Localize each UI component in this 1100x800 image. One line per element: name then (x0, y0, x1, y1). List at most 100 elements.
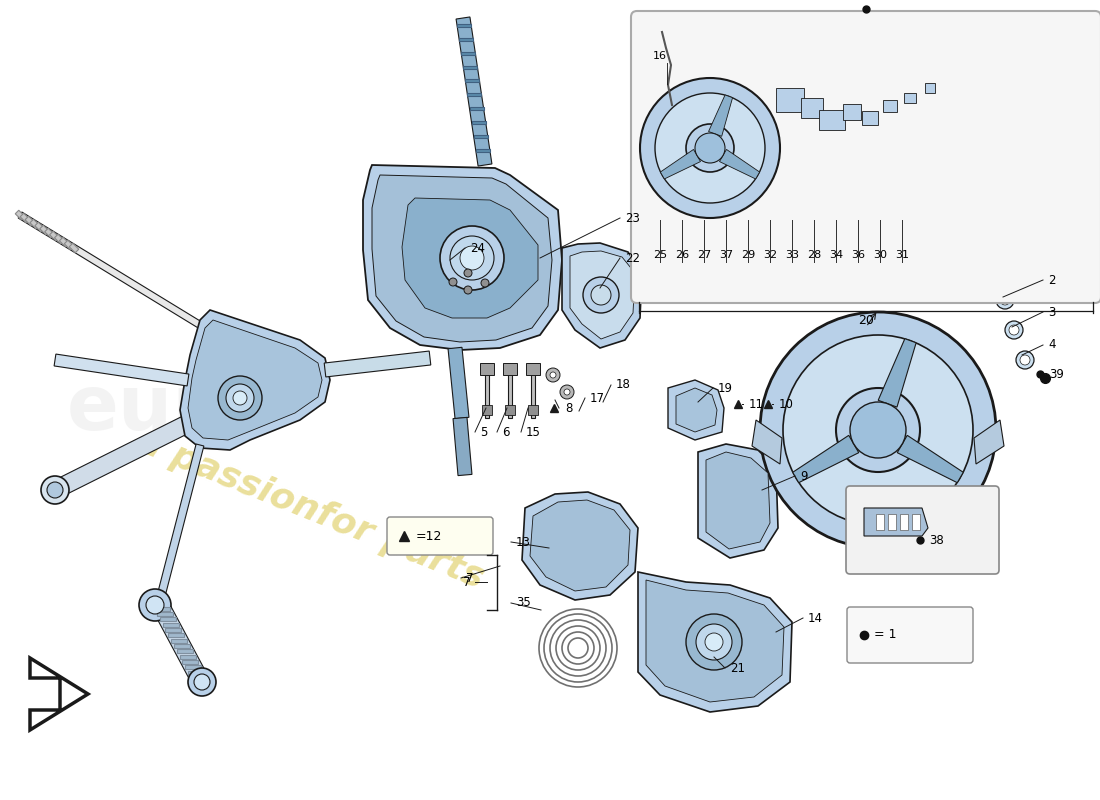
Text: = 1: = 1 (874, 629, 896, 642)
Circle shape (464, 269, 472, 277)
Text: 13: 13 (516, 535, 531, 549)
Polygon shape (456, 17, 492, 166)
Text: 17: 17 (590, 391, 605, 405)
Circle shape (481, 279, 490, 287)
Circle shape (139, 589, 170, 621)
Polygon shape (177, 650, 192, 654)
Text: =12: =12 (416, 530, 442, 542)
Polygon shape (531, 368, 535, 418)
Polygon shape (904, 93, 916, 103)
Circle shape (1005, 321, 1023, 339)
Circle shape (1016, 351, 1034, 369)
Polygon shape (324, 351, 431, 377)
Circle shape (564, 389, 570, 395)
Polygon shape (183, 660, 198, 664)
Polygon shape (30, 658, 88, 730)
Text: 39: 39 (1049, 367, 1064, 381)
Circle shape (696, 624, 732, 660)
Polygon shape (503, 363, 517, 375)
Polygon shape (179, 654, 196, 658)
Text: 31: 31 (895, 250, 909, 260)
Polygon shape (482, 405, 492, 415)
Text: 19: 19 (718, 382, 733, 394)
Text: 34: 34 (829, 250, 843, 260)
Circle shape (218, 376, 262, 420)
Polygon shape (185, 665, 201, 669)
Polygon shape (160, 618, 176, 622)
Polygon shape (30, 219, 40, 229)
Polygon shape (706, 452, 770, 549)
Text: a passionfor parts: a passionfor parts (132, 425, 488, 595)
Text: 24: 24 (470, 242, 485, 254)
Circle shape (760, 312, 996, 548)
Polygon shape (801, 98, 823, 118)
Polygon shape (528, 405, 538, 415)
Polygon shape (530, 500, 630, 591)
Polygon shape (157, 612, 173, 616)
Polygon shape (165, 628, 182, 632)
Polygon shape (458, 24, 471, 27)
Polygon shape (864, 508, 928, 536)
Text: 21: 21 (730, 662, 745, 674)
Polygon shape (19, 212, 201, 328)
Text: 7: 7 (463, 575, 471, 589)
Polygon shape (708, 95, 733, 136)
Polygon shape (676, 388, 717, 432)
Polygon shape (45, 228, 54, 238)
Polygon shape (15, 210, 25, 220)
Polygon shape (876, 514, 884, 530)
Text: 29: 29 (741, 250, 755, 260)
Circle shape (546, 368, 560, 382)
FancyBboxPatch shape (847, 607, 974, 663)
Polygon shape (668, 380, 724, 440)
Polygon shape (820, 110, 845, 130)
Polygon shape (485, 368, 490, 418)
Text: 15: 15 (526, 426, 541, 438)
Text: 30: 30 (873, 250, 887, 260)
Polygon shape (912, 514, 920, 530)
Circle shape (440, 226, 504, 290)
Circle shape (47, 482, 63, 498)
Polygon shape (35, 222, 44, 232)
Polygon shape (180, 310, 330, 450)
Text: 11: 11 (749, 398, 764, 410)
Circle shape (836, 388, 920, 472)
Circle shape (146, 596, 164, 614)
Text: 4: 4 (1048, 338, 1056, 351)
Polygon shape (59, 238, 69, 246)
Text: 2: 2 (1048, 274, 1056, 286)
Polygon shape (188, 320, 322, 440)
Circle shape (550, 372, 556, 378)
FancyBboxPatch shape (631, 11, 1100, 303)
Polygon shape (472, 121, 485, 124)
Text: 3: 3 (1048, 306, 1055, 318)
Text: 38: 38 (930, 534, 944, 546)
Polygon shape (476, 149, 490, 152)
Polygon shape (64, 240, 74, 250)
Polygon shape (900, 514, 908, 530)
Polygon shape (776, 88, 804, 112)
Circle shape (188, 668, 216, 696)
Polygon shape (170, 638, 187, 642)
Polygon shape (50, 231, 59, 241)
Polygon shape (925, 83, 935, 93)
Polygon shape (470, 107, 484, 110)
Polygon shape (660, 150, 701, 179)
Polygon shape (793, 435, 859, 482)
Polygon shape (508, 368, 512, 418)
Text: 37: 37 (719, 250, 733, 260)
Polygon shape (752, 420, 782, 464)
Polygon shape (562, 243, 642, 348)
Polygon shape (152, 601, 208, 684)
Text: 33: 33 (785, 250, 799, 260)
Polygon shape (698, 444, 778, 558)
Circle shape (686, 614, 742, 670)
Text: 36: 36 (851, 250, 865, 260)
Circle shape (194, 674, 210, 690)
Circle shape (996, 291, 1014, 309)
Polygon shape (174, 644, 190, 648)
Circle shape (686, 124, 734, 172)
Text: 6: 6 (502, 426, 509, 438)
Circle shape (233, 391, 248, 405)
Polygon shape (862, 111, 878, 125)
